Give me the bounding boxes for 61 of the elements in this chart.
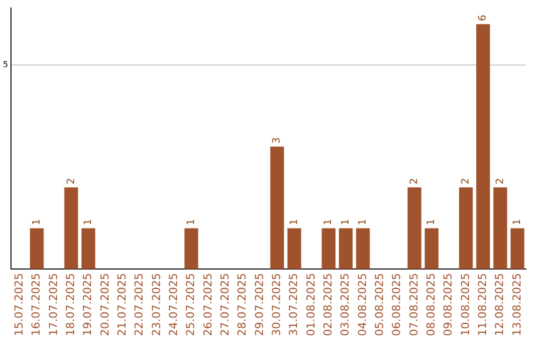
x-tick-label: 11.08.2025 xyxy=(476,273,489,336)
x-tick-label: 08.08.2025 xyxy=(424,273,438,336)
x-tick-label: 26.07.2025 xyxy=(201,273,214,336)
data-label: 1 xyxy=(340,218,352,226)
y-tick-label: 5 xyxy=(2,60,8,70)
x-tick-label: 07.08.2025 xyxy=(407,273,420,336)
data-label: 1 xyxy=(323,218,334,226)
x-tick-label: 05.08.2025 xyxy=(372,273,386,336)
x-tick-label: 28.07.2025 xyxy=(236,273,249,336)
data-label: 2 xyxy=(409,178,420,184)
bar xyxy=(184,228,198,270)
data-label: 1 xyxy=(426,218,438,226)
bar xyxy=(322,228,336,270)
data-label: 2 xyxy=(460,178,472,184)
x-tick-label: 12.08.2025 xyxy=(493,273,506,336)
x-tick-label: 06.08.2025 xyxy=(390,273,404,336)
bar xyxy=(81,228,96,270)
x-tick-label: 04.08.2025 xyxy=(356,273,369,336)
bar xyxy=(356,228,370,270)
bar xyxy=(510,228,524,270)
data-label: 1 xyxy=(31,218,42,226)
x-tick-label: 13.08.2025 xyxy=(510,273,524,336)
x-tick-label: 31.07.2025 xyxy=(287,273,300,336)
bar xyxy=(476,24,490,270)
data-label: 1 xyxy=(82,218,94,226)
x-tick-label: 24.07.2025 xyxy=(167,273,180,336)
x-tick-label: 01.08.2025 xyxy=(304,273,318,336)
x-tick-label: 18.07.2025 xyxy=(64,273,78,336)
x-tick-label: 09.08.2025 xyxy=(442,273,455,336)
data-label: 1 xyxy=(288,218,300,226)
bar xyxy=(270,146,284,270)
x-tick-label: 19.07.2025 xyxy=(81,273,94,336)
data-label: 1 xyxy=(186,218,197,226)
bar xyxy=(459,187,473,270)
x-tick-label: 21.07.2025 xyxy=(116,273,129,336)
bar xyxy=(408,187,422,270)
bar xyxy=(287,228,302,270)
x-tick-label: 25.07.2025 xyxy=(184,273,198,336)
data-label: 2 xyxy=(494,178,506,184)
x-tick-label: 23.07.2025 xyxy=(150,273,163,336)
x-tick-label: 03.08.2025 xyxy=(338,273,352,336)
x-tick-label: 02.08.2025 xyxy=(321,273,334,336)
bar xyxy=(424,228,438,270)
bar xyxy=(338,228,353,270)
data-label: 2 xyxy=(66,178,77,184)
x-tick-label: 20.07.2025 xyxy=(98,273,112,336)
x-tick-label: 10.08.2025 xyxy=(458,273,472,336)
x-tick-label: 29.07.2025 xyxy=(252,273,266,336)
x-tick-label: 27.07.2025 xyxy=(218,273,232,336)
x-tick-label: 22.07.2025 xyxy=(132,273,146,336)
bar xyxy=(493,187,508,270)
x-tick-label: 17.07.2025 xyxy=(46,273,60,336)
x-tick-label: 15.07.2025 xyxy=(12,273,26,336)
x-tick-label: 30.07.2025 xyxy=(270,273,283,336)
data-label: 1 xyxy=(512,218,524,226)
x-tick-label: 16.07.2025 xyxy=(30,273,43,336)
bar xyxy=(64,187,78,270)
data-label: 3 xyxy=(272,137,283,144)
data-label: 6 xyxy=(478,14,489,22)
data-label: 1 xyxy=(358,218,369,226)
bar xyxy=(30,228,44,270)
